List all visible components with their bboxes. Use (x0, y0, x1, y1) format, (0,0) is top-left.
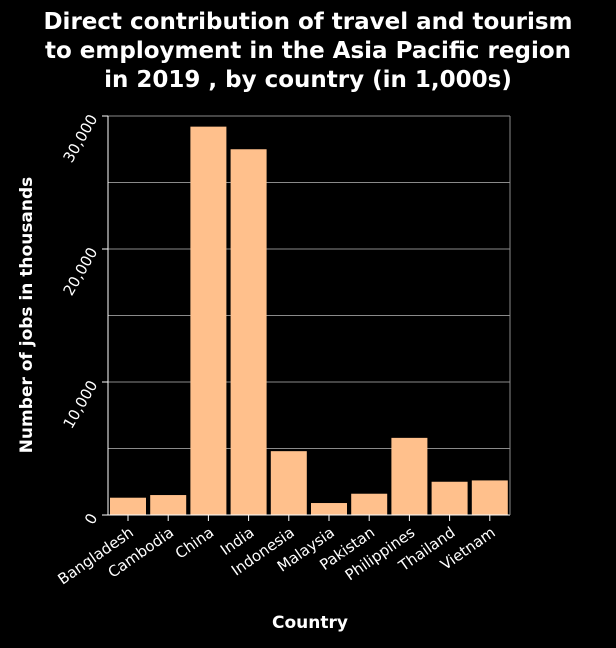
plot-area: 0 10,000 20,000 30,000 BangladeshCambodiaCh… (55, 111, 511, 588)
y-axis-label: Number of jobs in thousands (17, 177, 37, 454)
bar-pakistan (351, 493, 388, 515)
bar-malaysia (311, 503, 347, 515)
bar-bangladesh (110, 497, 146, 515)
bar-india (230, 149, 267, 515)
bar-cambodia (150, 495, 187, 515)
y-tick-label-0: 0 (81, 510, 101, 527)
chart-title-line-2: to employment in the Asia Pacific region (45, 38, 571, 64)
bar-thailand (431, 481, 468, 515)
bar-vietnam (471, 480, 508, 515)
y-tick-label-10000: 10,000 (60, 377, 102, 431)
y-tick-label-30000: 30,000 (60, 111, 102, 165)
x-tick-label-china: China (172, 523, 217, 562)
axes (107, 116, 511, 516)
y-tick-label-20000: 20,000 (60, 244, 102, 298)
bar-china (190, 126, 227, 515)
bar-indonesia (270, 451, 307, 515)
bar-philippines (391, 437, 428, 515)
chart-title-line-1: Direct contribution of travel and touris… (43, 9, 572, 35)
gridlines (108, 115, 510, 449)
bars (110, 126, 508, 515)
chart-title-line-3: in 2019 , by country (in 1,000s) (104, 67, 512, 93)
chart-title: Direct contribution of travel and touris… (43, 9, 572, 93)
x-axis-label: Country (272, 613, 348, 633)
y-axis-ticks: 0 10,000 20,000 30,000 (60, 111, 108, 528)
